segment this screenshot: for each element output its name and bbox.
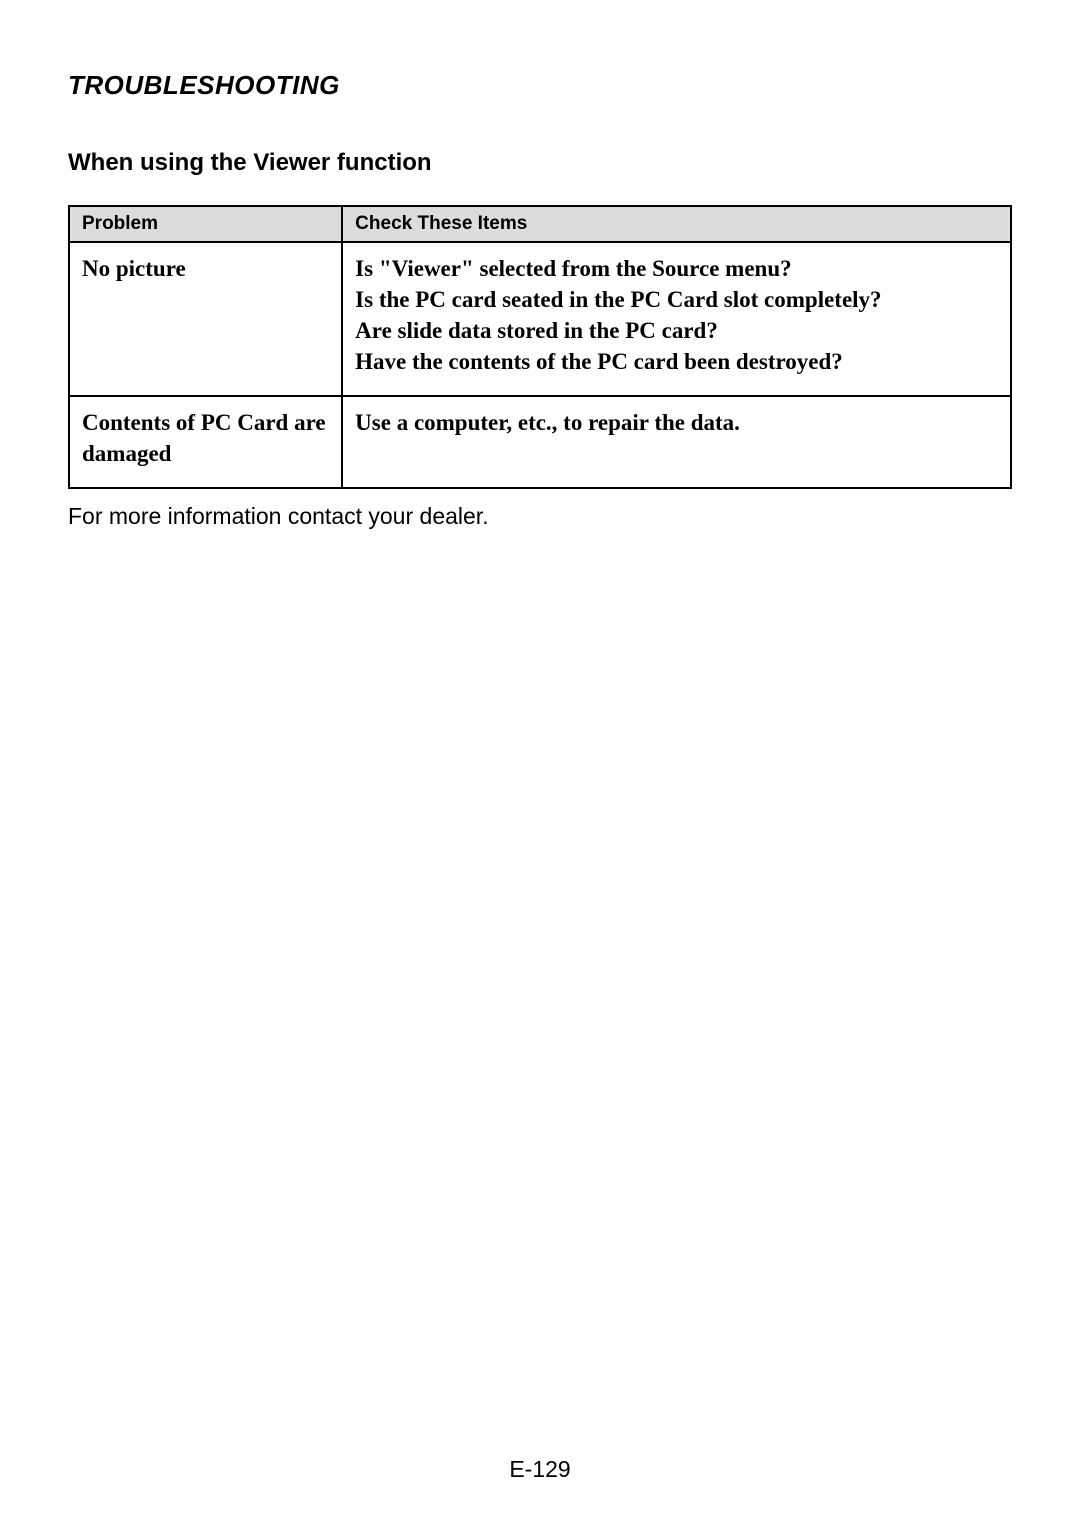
header-check: Check These Items — [342, 206, 1011, 242]
table-header-row: Problem Check These Items — [69, 206, 1011, 242]
problem-cell: Contents of PC Card are damaged — [69, 396, 342, 488]
check-line: Have the contents of the PC card been de… — [355, 346, 998, 377]
header-problem: Problem — [69, 206, 342, 242]
check-cell: Use a computer, etc., to repair the data… — [342, 396, 1011, 488]
check-line: Is "Viewer" selected from the Source men… — [355, 253, 998, 284]
subsection-title: When using the Viewer function — [68, 149, 1012, 177]
check-line: Are slide data stored in the PC card? — [355, 315, 998, 346]
table-row: No picture Is "Viewer" selected from the… — [69, 242, 1011, 396]
troubleshoot-table: Problem Check These Items No picture Is … — [68, 205, 1012, 489]
footer-note: For more information contact your dealer… — [68, 503, 1012, 530]
problem-cell: No picture — [69, 242, 342, 396]
page-number: E-129 — [0, 1456, 1080, 1483]
check-line: Use a computer, etc., to repair the data… — [355, 407, 998, 438]
section-title: TROUBLESHOOTING — [68, 70, 1012, 101]
check-cell: Is "Viewer" selected from the Source men… — [342, 242, 1011, 396]
check-line: Is the PC card seated in the PC Card slo… — [355, 284, 998, 315]
table-row: Contents of PC Card are damaged Use a co… — [69, 396, 1011, 488]
